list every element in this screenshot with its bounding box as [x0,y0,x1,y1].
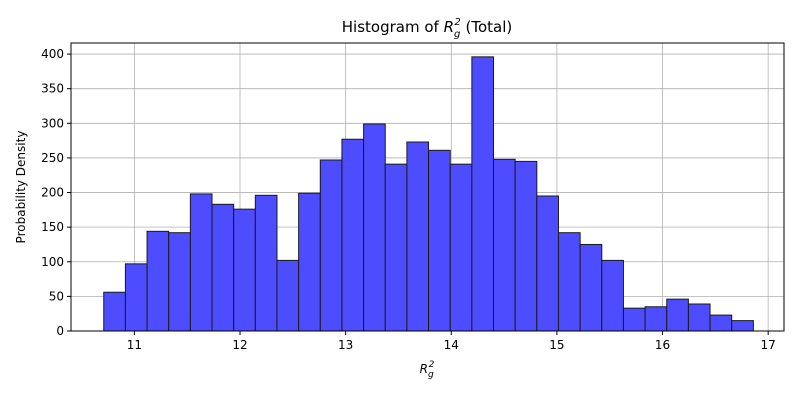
x-tick-label: 11 [127,338,142,352]
x-tick-label: 13 [338,338,353,352]
bar [709,314,733,332]
y-tick-label: 100 [41,255,64,269]
bar [168,232,191,332]
bar [384,163,408,332]
y-tick-label: 400 [41,47,64,61]
x-tick-label: 14 [444,338,459,352]
y-tick-label: 150 [41,220,64,234]
bar [406,141,430,332]
x-axis-label: Rg2 [420,360,435,380]
title-sub: g [454,29,460,40]
bar [687,303,711,332]
bar [189,193,213,332]
xlabel-base: R [420,362,428,376]
y-tick-label: 200 [41,186,64,200]
bar [536,195,559,332]
bar [254,194,278,332]
bar [622,307,646,332]
bar [666,298,689,332]
y-tick-label: 50 [49,289,64,303]
bar [146,230,170,332]
bar [579,243,603,332]
bar [211,203,235,332]
bar [493,158,516,332]
bar [233,208,256,332]
xlabel-sub: g [428,370,434,380]
title-text: (Total) [461,18,513,36]
bar [514,160,538,332]
bar [276,259,300,332]
y-axis-label: Probability Density [14,131,28,244]
bar [731,320,754,332]
title-sup: 2 [454,17,460,28]
chart-title: Histogram of Rg2 (Total) [342,17,513,40]
xlabel-sup: 2 [429,360,435,370]
bar [644,306,668,332]
bar [557,232,581,332]
bar [341,138,365,332]
x-tick-label: 16 [655,338,670,352]
bar [124,263,148,332]
y-tick-label: 350 [41,82,64,96]
bar [601,259,624,332]
x-tick-label: 15 [549,338,564,352]
bar [103,291,126,332]
bar [363,123,386,332]
x-tick-label: 12 [232,338,247,352]
bar [298,192,321,332]
title-text: Histogram of [342,18,444,36]
y-tick-label: 250 [41,151,64,165]
bar [428,149,451,332]
bar [319,159,343,332]
y-tick-label: 300 [41,116,64,130]
bar [471,56,495,332]
title-math: R [444,18,454,36]
plot-frame [70,42,785,332]
x-tick-label: 17 [761,338,776,352]
bar [449,163,473,332]
y-tick-label: 0 [56,324,64,338]
